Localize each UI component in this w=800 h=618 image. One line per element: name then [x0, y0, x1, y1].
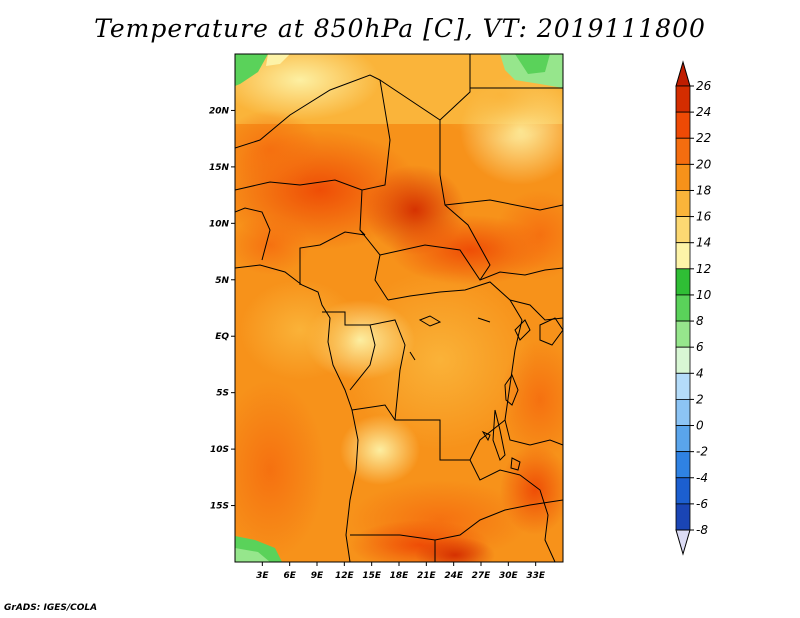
colorbar-swatch — [675, 111, 691, 139]
colorbar-label: -2 — [696, 445, 708, 459]
longitude-axis: 3E 6E 9E 12E 15E 18E 21E 24E 27E 30E 33E — [256, 562, 546, 581]
colorbar-swatch — [675, 294, 691, 322]
lat-tick-label: 5N — [215, 276, 229, 286]
colorbar-swatch — [675, 85, 691, 113]
colorbar-label: 8 — [696, 314, 704, 328]
lon-tick-label: 9E — [311, 571, 324, 581]
lat-tick-label: 15S — [210, 502, 229, 512]
colorbar-label: 0 — [696, 419, 704, 433]
colorbar-swatch — [675, 346, 691, 374]
lon-tick-label: 30E — [499, 571, 519, 581]
colorbar-label: 4 — [696, 366, 704, 380]
colorbar-label: -6 — [696, 497, 708, 511]
lat-tick-label: 15N — [209, 163, 230, 173]
colorbar-label: 20 — [696, 157, 712, 171]
colorbar-label: 16 — [696, 210, 712, 224]
colorbar-swatch — [675, 503, 691, 531]
lat-tick-label: 10N — [209, 219, 230, 229]
colorbar-swatch — [675, 320, 691, 348]
colorbar-swatch — [675, 190, 691, 217]
lon-tick-label: 33E — [526, 571, 546, 581]
colorbar-bottom-arrow — [675, 529, 691, 556]
colorbar-label: 26 — [696, 79, 712, 93]
lon-tick-label: 12E — [335, 571, 355, 581]
colorbar-label: -8 — [696, 523, 708, 537]
colorbar-swatch — [675, 372, 691, 400]
colorbar-label: 22 — [696, 131, 711, 145]
lon-tick-label: 24E — [444, 571, 464, 581]
lon-tick-label: 18E — [390, 571, 410, 581]
colorbar-label: 12 — [696, 262, 711, 276]
colorbar-swatch — [675, 242, 691, 270]
colorbar-swatch — [675, 477, 691, 505]
lat-tick-label: 5S — [216, 389, 229, 399]
colorbar-label: 10 — [696, 288, 712, 302]
colorbar-label: 14 — [696, 236, 711, 250]
colorbar-swatch — [675, 163, 691, 191]
grads-credit: GrADS: IGES/COLA — [4, 603, 98, 613]
lon-tick-label: 3E — [256, 571, 269, 581]
colorbar-label: 18 — [696, 183, 712, 197]
colorbar-swatch — [675, 425, 691, 453]
colorbar-label: 2 — [696, 392, 704, 406]
colorbar-label: -4 — [696, 471, 708, 485]
latitude-axis: 20N 15N 10N 5N EQ 5S 10S 15S — [209, 106, 235, 512]
lat-tick-label: 10S — [210, 445, 229, 455]
lat-tick-label: 20N — [209, 106, 230, 116]
lon-tick-label: 27E — [472, 571, 492, 581]
temperature-field — [235, 54, 563, 562]
lat-tick-label: EQ — [215, 332, 229, 342]
colorbar-swatch — [675, 268, 691, 296]
colorbar-swatch — [675, 399, 691, 426]
lon-tick-label: 6E — [283, 571, 296, 581]
colorbar-swatch — [675, 216, 691, 244]
lon-tick-label: 15E — [362, 571, 382, 581]
map-title: Temperature at 850hPa [C], VT: 201911180… — [94, 14, 706, 43]
colorbar-swatch — [675, 451, 691, 479]
lon-tick-label: 21E — [417, 571, 437, 581]
colorbar-label: 24 — [696, 105, 711, 119]
colorbar-label: 6 — [696, 340, 704, 354]
colorbar-top-arrow — [675, 60, 691, 87]
colorbar-swatch — [675, 137, 691, 165]
country-borders — [235, 54, 563, 562]
